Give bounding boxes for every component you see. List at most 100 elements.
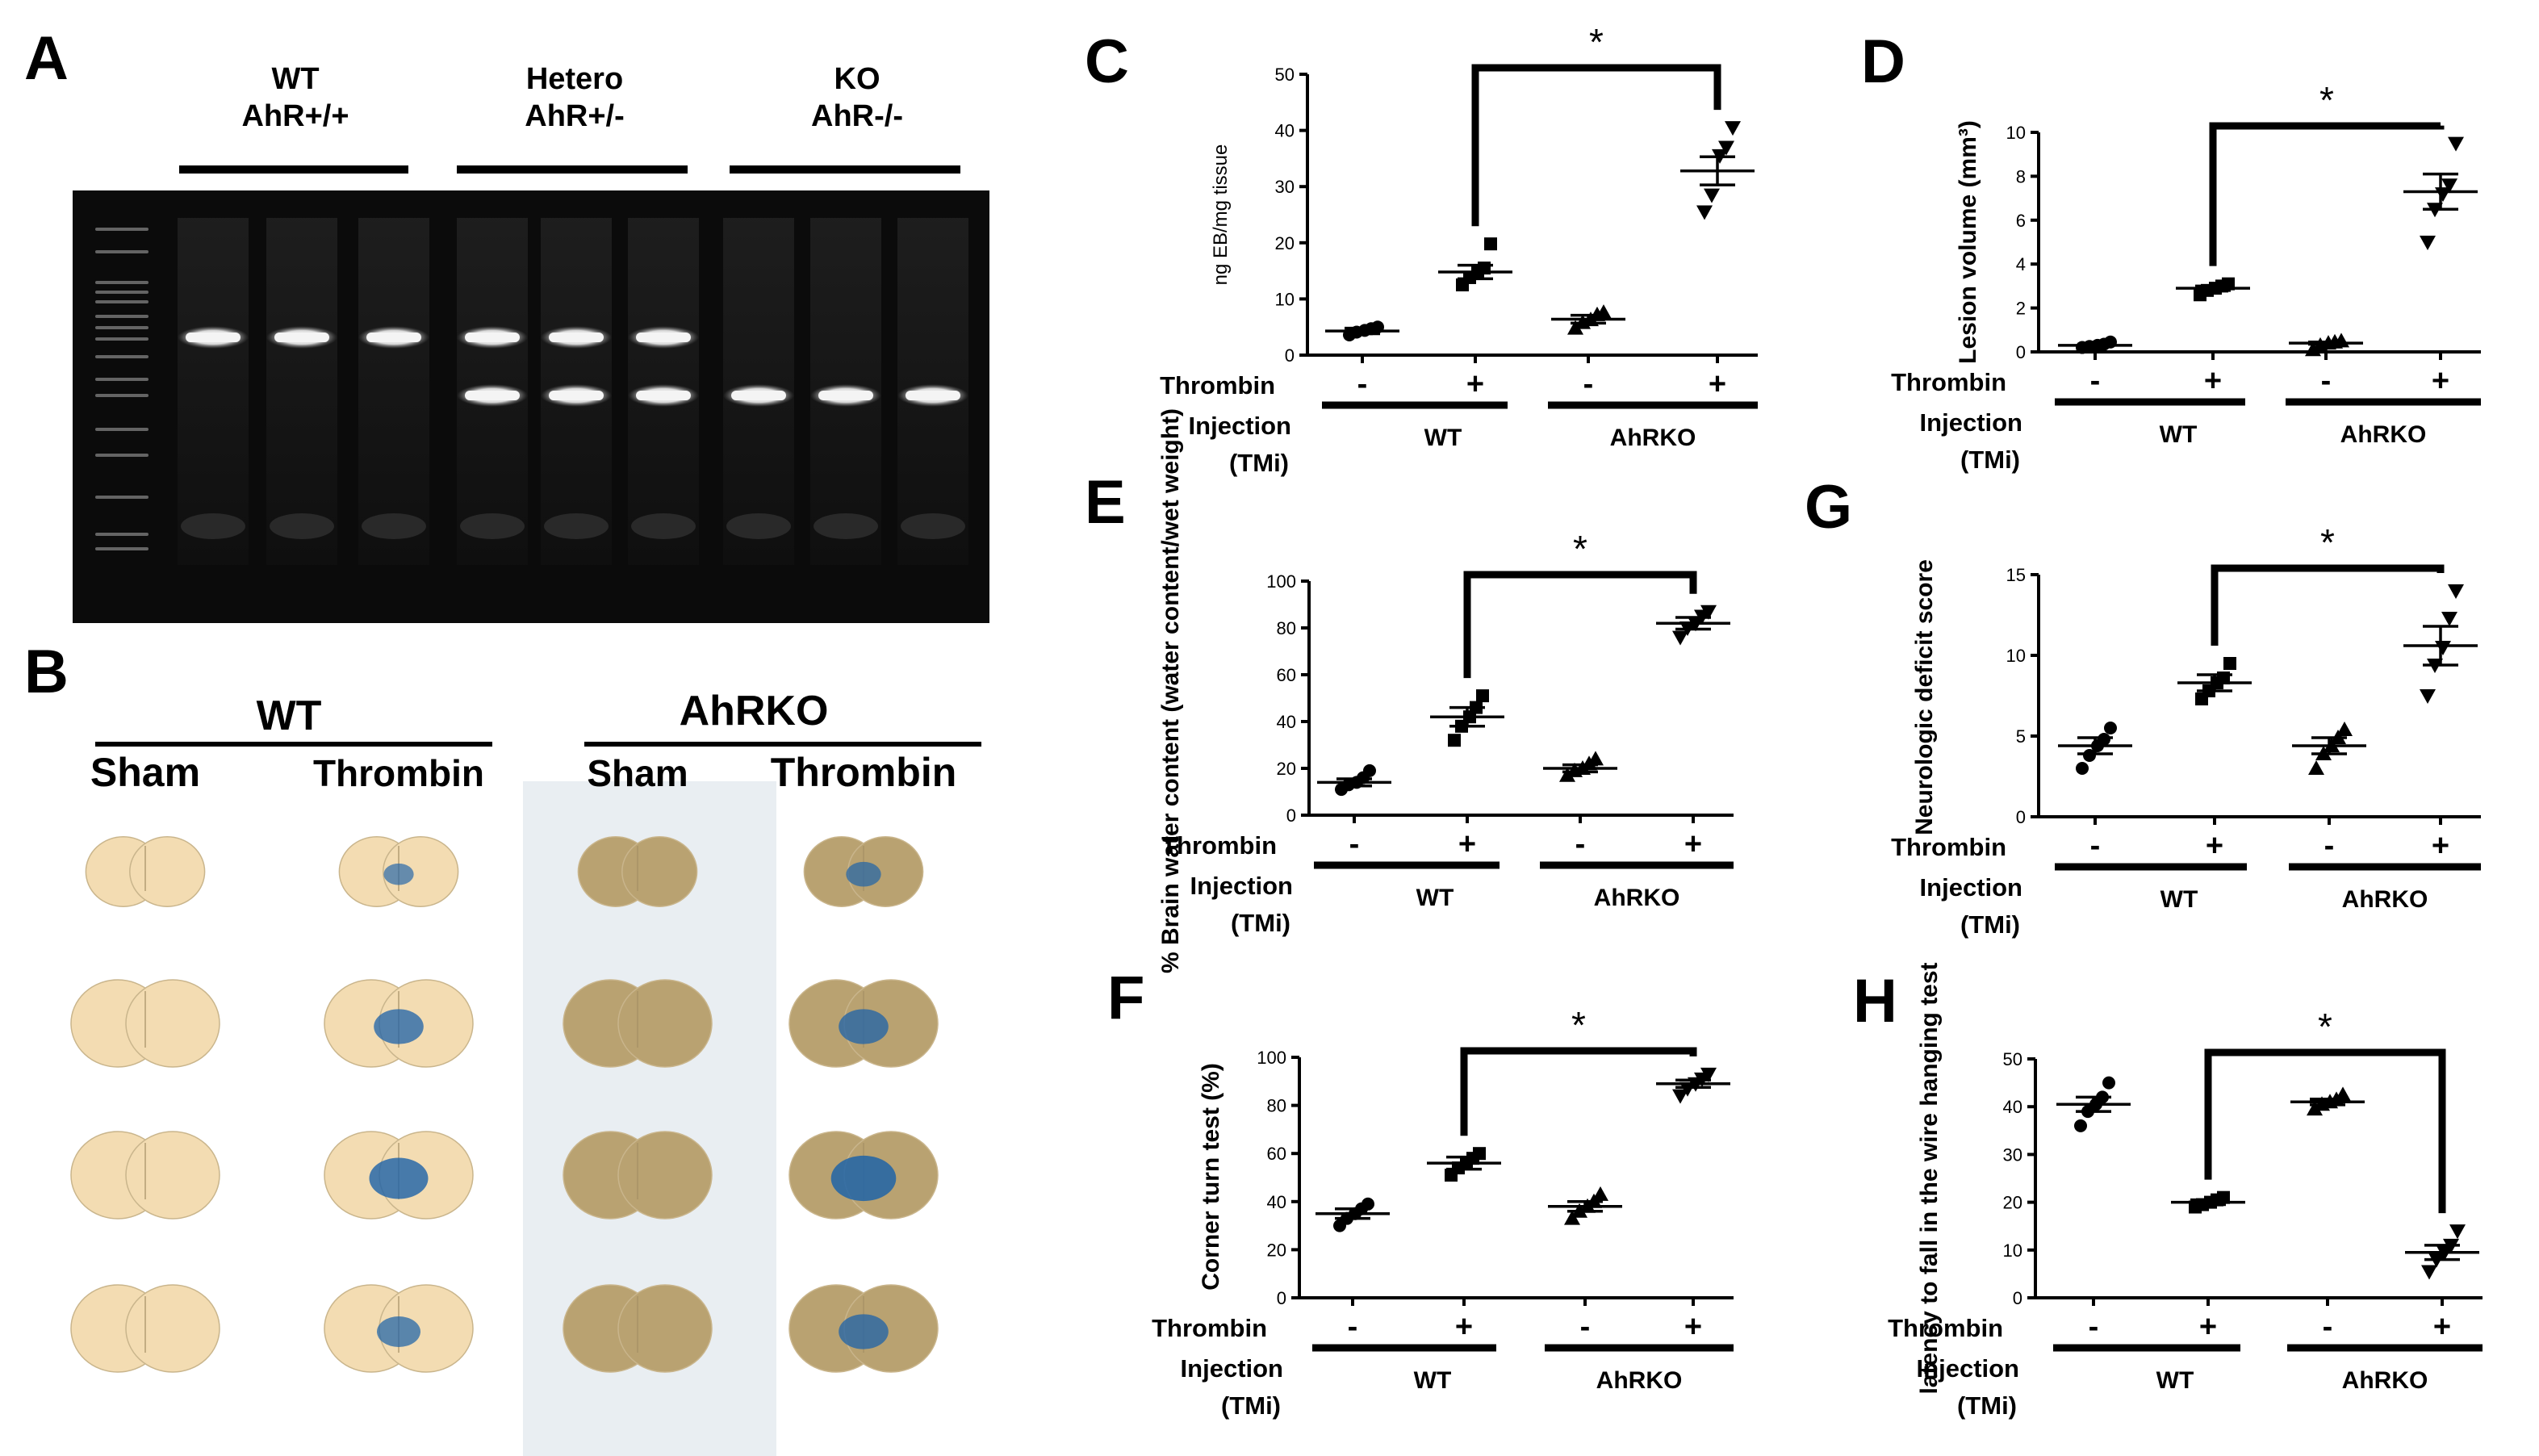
thrombin-sign: - [2090,364,2101,398]
brain-section [70,979,220,1068]
ladder-band [95,291,148,294]
brain-section [70,1131,220,1220]
injection-label: Injection [1920,408,2022,437]
data-point [2448,136,2464,152]
y-tick-label: 5 [2016,726,2026,747]
gel-band-core-lower [818,391,873,400]
gel-lane [178,218,249,565]
thrombin-sign: - [1580,1310,1591,1344]
lane-primer-glow [901,513,965,539]
y-tick-label: 8 [2016,166,2026,186]
data-point [1484,237,1497,251]
brain-grid [70,836,939,1373]
gel-header: WT AhR+/+ Hetero AhR+/- KO AhR-/- [179,62,960,174]
gel-band-core-upper [274,333,329,342]
brain-hemisphere-right [125,1131,220,1220]
data-point [1672,1089,1688,1104]
data-group [1316,1197,1390,1232]
y-tick-label: 40 [1267,1192,1286,1212]
data-point [1725,121,1741,136]
data-point [2305,341,2321,357]
gel-lane [457,218,528,565]
thrombin-row-label: Thrombin [1891,833,2006,861]
data-point [1567,320,1583,335]
brain-section [324,1131,474,1220]
data-point [1448,734,1461,747]
y-tick-label: 30 [1275,177,1295,197]
data-point [1672,630,1688,646]
thrombin-sign: - [2090,829,2101,863]
tmi-label: (TMi) [1957,1391,2017,1420]
group-label-ahrko: AhRKO [2342,1367,2428,1394]
gel-band-core-lower [465,391,520,400]
panel-label-h: H [1853,967,1897,1036]
gel-ladder [95,228,148,550]
thrombin-row-label: Thrombin [1152,1314,1267,1342]
brain-section [70,1284,220,1373]
data-point [1700,605,1717,620]
gel-band-core-upper [186,333,241,342]
brain-hemisphere-right [383,836,459,907]
tmi-label: (TMi) [1229,449,1289,477]
group-label-wt: WT [1416,885,1454,911]
y-tick-label: 2 [2016,299,2026,319]
thrombin-sign: - [1357,367,1368,401]
significance-bracket [1463,571,1697,679]
group-label-wt: WT [1424,425,1462,451]
data-point [2449,1224,2466,1240]
y-axis-label: latency to fall in the wire hanging test [1916,962,1943,1394]
injection-label: Injection [1917,1354,2019,1383]
significance-star: * [1571,1004,1586,1046]
y-tick-label: 80 [1277,618,1296,638]
significance-bracket [2209,122,2445,266]
y-tick-label: 15 [2006,565,2026,585]
data-point [1679,1082,1696,1097]
thrombin-row-label: Thrombin [1888,1314,2003,1342]
data-group [1543,751,1617,782]
data-group [1656,605,1730,646]
significance-bracket [2211,564,2445,646]
data-group [2289,333,2363,357]
data-group [1548,1186,1622,1225]
lane-primer-glow [726,513,791,539]
brain-hemisphere-right [617,1284,713,1373]
gel-lane [897,218,968,565]
panel-label-a: A [24,24,69,93]
tmi-label: (TMi) [1960,910,2020,939]
significance-star: * [1573,528,1587,570]
brain-hemisphere-right [129,836,206,907]
data-point [2420,236,2436,250]
data-point [1592,1186,1608,1201]
chart-c: 0 10 20 30 40 50 ng EB/mg tissue * Thrombin - + - + I… [1160,21,1758,477]
gel-group-1-line2: AhR+/+ [241,99,349,133]
y-tick-label: 40 [2003,1097,2022,1117]
gel-lane [723,218,794,565]
stain-region [369,1157,429,1199]
chart-f: 0 20 40 60 80 100 Corner turn test (%) * Thrombi… [1152,1004,1734,1420]
significance-star: * [2319,79,2334,121]
data-point [1476,689,1489,703]
significance-bracket [1460,1047,1697,1136]
y-tick-label: 0 [1286,805,1296,826]
gel-band-core-upper [465,333,520,342]
brain-hemisphere-right [621,836,698,907]
chart-e: 0 20 40 60 80 100 % Brain water content (water… [1157,408,1734,973]
brain-hemisphere-right [617,979,713,1068]
data-point [2441,612,2457,626]
chart-g: 0 5 10 15 Neurologic deficit score * Thrombin -… [1891,521,2481,939]
gel-group-3-line1: KO [834,62,880,96]
thrombin-sign: + [1466,367,1484,401]
brain-section [85,836,206,907]
group-label-ahrko: AhRKO [2342,886,2428,913]
thrombin-sign: + [2433,1310,2451,1344]
tmi-label: (TMi) [1960,446,2020,474]
brain-section [338,836,459,907]
y-tick-label: 100 [1266,571,1296,592]
data-group [2058,335,2132,354]
lane-primer-glow [631,513,696,539]
panel-label-g: G [1805,473,1852,542]
thrombin-sign: + [2432,829,2449,863]
brains-group-ahrko: AhRKO [680,688,829,734]
data-point [2421,1265,2437,1280]
data-group [2177,657,2252,705]
